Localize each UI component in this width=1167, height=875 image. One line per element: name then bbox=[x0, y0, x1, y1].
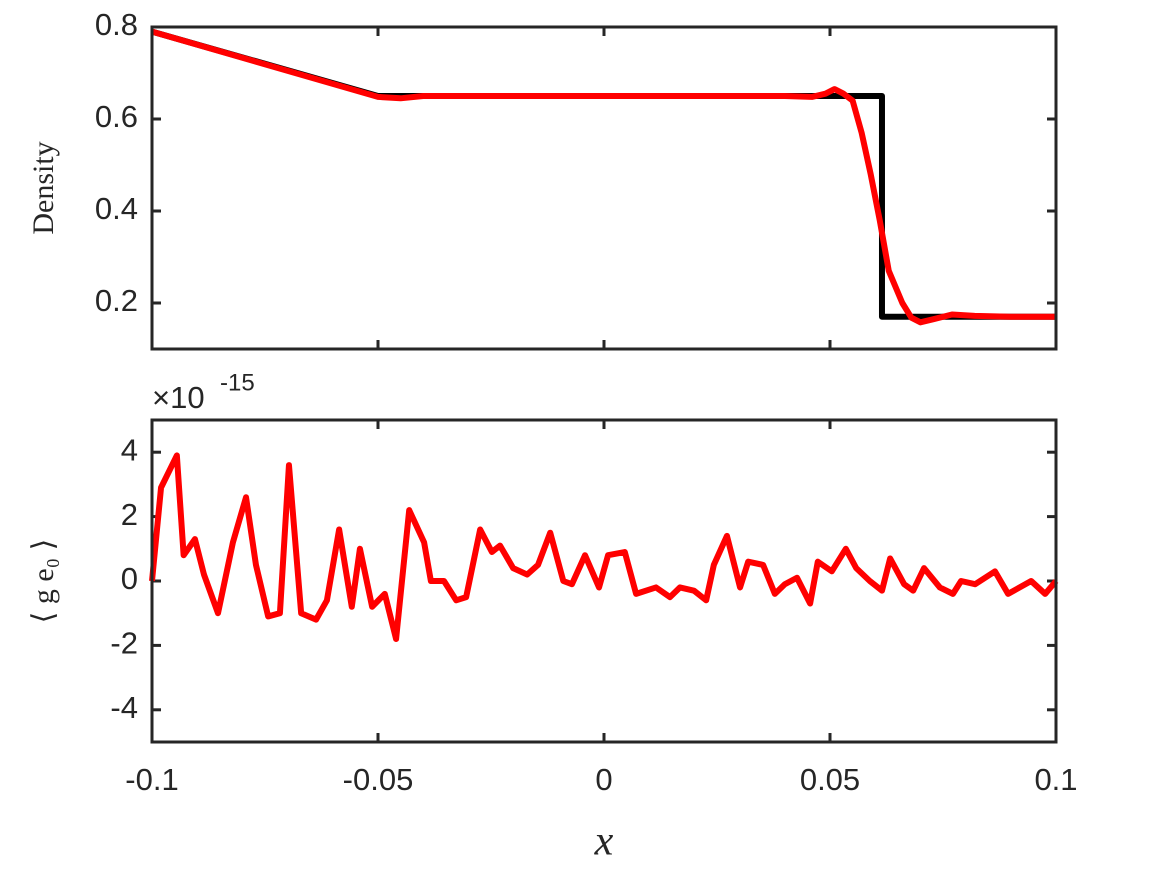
y-tick-label: 0 bbox=[121, 561, 138, 596]
exponent-base: ×10 bbox=[152, 380, 205, 415]
y-tick-label: 2 bbox=[121, 497, 138, 532]
y-tick-label: -2 bbox=[110, 626, 138, 661]
x-tick-label: -0.05 bbox=[343, 762, 414, 797]
y-axis-label: Density bbox=[27, 141, 60, 234]
y-tick-label: 0.8 bbox=[95, 7, 138, 42]
axes-box bbox=[150, 25, 1058, 351]
x-tick-label: -0.1 bbox=[125, 762, 178, 797]
y-axis-label: ⟨ g e₀ ⟩ bbox=[27, 539, 60, 624]
x-tick-label: 0.1 bbox=[1034, 762, 1077, 797]
x-tick-label: 0 bbox=[595, 762, 612, 797]
x-tick-label: 0.05 bbox=[800, 762, 860, 797]
y-tick-label: 0.6 bbox=[95, 99, 138, 134]
exponent-power: -15 bbox=[220, 369, 255, 396]
y-tick-label: 4 bbox=[121, 432, 138, 467]
x-axis-label: x bbox=[594, 819, 614, 865]
y-tick-label: 0.4 bbox=[95, 191, 138, 226]
data-line bbox=[149, 452, 1059, 642]
y-tick-label: -4 bbox=[110, 690, 138, 725]
axes-box bbox=[150, 418, 1058, 744]
y-tick-label: 0.2 bbox=[95, 283, 138, 318]
data-line bbox=[151, 28, 1056, 320]
data-line bbox=[151, 28, 1056, 326]
